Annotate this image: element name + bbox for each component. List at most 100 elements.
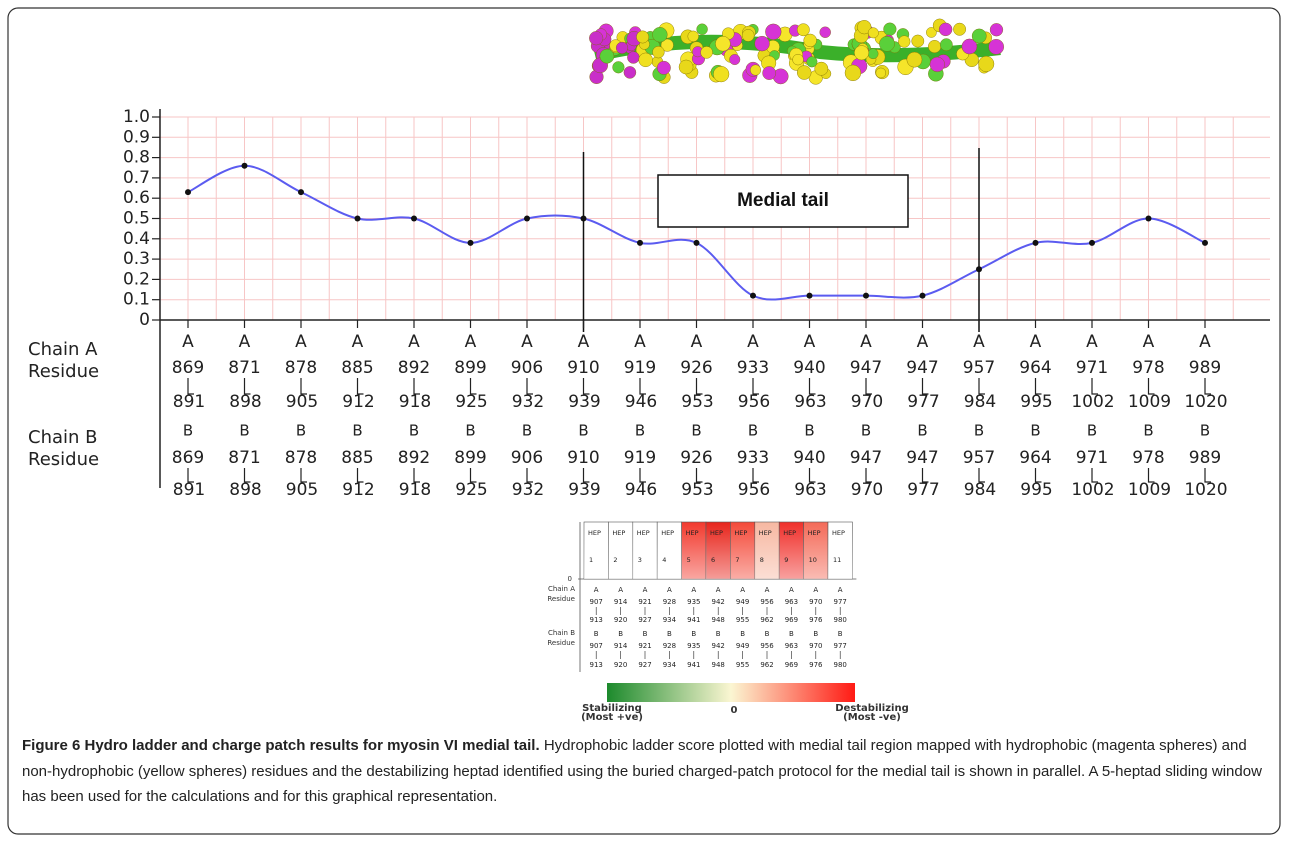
atom: [763, 66, 776, 79]
chain-b-end: 925: [455, 480, 487, 500]
page: {"chart_data": {"type": "line", "row_lab…: [0, 0, 1290, 847]
chain-b-label: B: [465, 422, 475, 440]
row-label: Chain B: [28, 427, 98, 448]
atom: [688, 31, 699, 42]
chain-a-end: 962: [760, 616, 773, 624]
chain-a-start: 949: [736, 598, 749, 606]
data-point: [1089, 240, 1095, 246]
chain-a-start: 914: [614, 598, 628, 606]
atom: [652, 27, 667, 42]
chain-a-start: 921: [638, 598, 651, 606]
chain-b-start: 935: [687, 642, 700, 650]
atom: [898, 36, 910, 48]
heptad-number: 8: [760, 556, 764, 564]
y-tick-label: 0: [139, 310, 150, 330]
chain-b-label: B: [1143, 422, 1153, 440]
atom: [624, 66, 636, 78]
chain-a-label: A: [917, 332, 929, 352]
chain-a-start: 978: [1132, 358, 1164, 378]
chain-a-label: A: [1086, 332, 1098, 352]
chain-a-label: A: [1030, 332, 1042, 352]
atom: [627, 51, 639, 63]
chain-a-end: 969: [785, 616, 798, 624]
heptad-number: 4: [662, 556, 666, 564]
chain-a-start: 942: [712, 598, 725, 606]
y-tick-label: 0.2: [123, 269, 150, 289]
data-point: [694, 240, 700, 246]
chain-a-start: 940: [793, 358, 825, 378]
heptad-number: 10: [809, 556, 817, 564]
data-point: [637, 240, 643, 246]
data-point: [298, 189, 304, 195]
atom: [884, 23, 897, 36]
atom: [907, 52, 922, 67]
heptad-header: HEP: [588, 529, 601, 537]
chain-b-end: 1020: [1184, 480, 1227, 500]
heptad-number: 5: [687, 556, 691, 564]
chain-a-end: 927: [638, 616, 651, 624]
chain-b-end: 962: [760, 661, 773, 669]
chain-b-start: 957: [963, 448, 995, 468]
chain-b-end: 898: [229, 480, 261, 500]
chain-b-start: 942: [712, 642, 725, 650]
chain-a-start: 970: [809, 598, 822, 606]
chain-b-end: 969: [785, 661, 798, 669]
heptad-number: 7: [735, 556, 739, 564]
y-tick-label: 0.3: [123, 249, 150, 269]
atom: [879, 36, 894, 51]
chain-b-start: 907: [590, 642, 603, 650]
heptad-number: 11: [833, 556, 841, 564]
chain-b-start: 963: [785, 642, 798, 650]
heptad-header: HEP: [686, 529, 699, 537]
chain-a-end: 976: [809, 616, 823, 624]
data-point: [920, 293, 926, 299]
chain-b-end: 976: [809, 661, 823, 669]
data-point: [468, 240, 474, 246]
chain-a-label: A: [1199, 332, 1211, 352]
data-point: [807, 293, 813, 299]
chain-b-start: 921: [638, 642, 651, 650]
chain-a-start: 964: [1019, 358, 1051, 378]
chain-a-end: 946: [625, 392, 657, 412]
chain-a-end: 913: [590, 616, 603, 624]
row-label: Residue: [547, 595, 575, 603]
chain-a-end: 934: [663, 616, 677, 624]
chain-a-end: 948: [712, 616, 725, 624]
chain-a-end: 898: [229, 392, 261, 412]
heptad-header: HEP: [734, 529, 747, 537]
chain-b-start: 971: [1076, 448, 1108, 468]
atom: [940, 39, 952, 51]
figure: 00.10.20.30.40.50.60.70.80.91.0Medial ta…: [0, 0, 1290, 847]
chain-b-start: 933: [737, 448, 769, 468]
chain-b-start: 906: [511, 448, 543, 468]
colorbar: [607, 683, 855, 702]
chain-a-start: 977: [834, 598, 847, 606]
table-axis-label: 0: [568, 575, 572, 583]
chain-a-label: A: [634, 332, 646, 352]
atom: [657, 61, 670, 74]
chain-a-start: 907: [590, 598, 603, 606]
atom: [713, 66, 729, 82]
chain-b-end: 939: [568, 480, 600, 500]
chain-a-start: 892: [398, 358, 430, 378]
chain-b-label: B: [765, 630, 770, 638]
chain-a-label: A: [1143, 332, 1155, 352]
y-tick-label: 0.6: [123, 188, 150, 208]
atom: [742, 29, 754, 41]
chain-a-end: 970: [851, 392, 883, 412]
row-label: Chain A: [28, 339, 98, 360]
chain-a-start: 926: [680, 358, 712, 378]
chain-a-label: A: [521, 332, 533, 352]
chain-b-end: 912: [342, 480, 374, 500]
chain-b-start: 878: [285, 448, 317, 468]
chain-a-end: 918: [399, 392, 431, 412]
atom: [750, 65, 761, 76]
chain-b-label: B: [183, 422, 193, 440]
atom: [989, 39, 1004, 54]
atom: [636, 31, 648, 43]
chain-a-start: 899: [454, 358, 486, 378]
data-point: [411, 216, 417, 222]
atom: [797, 24, 809, 36]
y-tick-label: 0.8: [123, 148, 150, 168]
chain-a-start: 919: [624, 358, 656, 378]
